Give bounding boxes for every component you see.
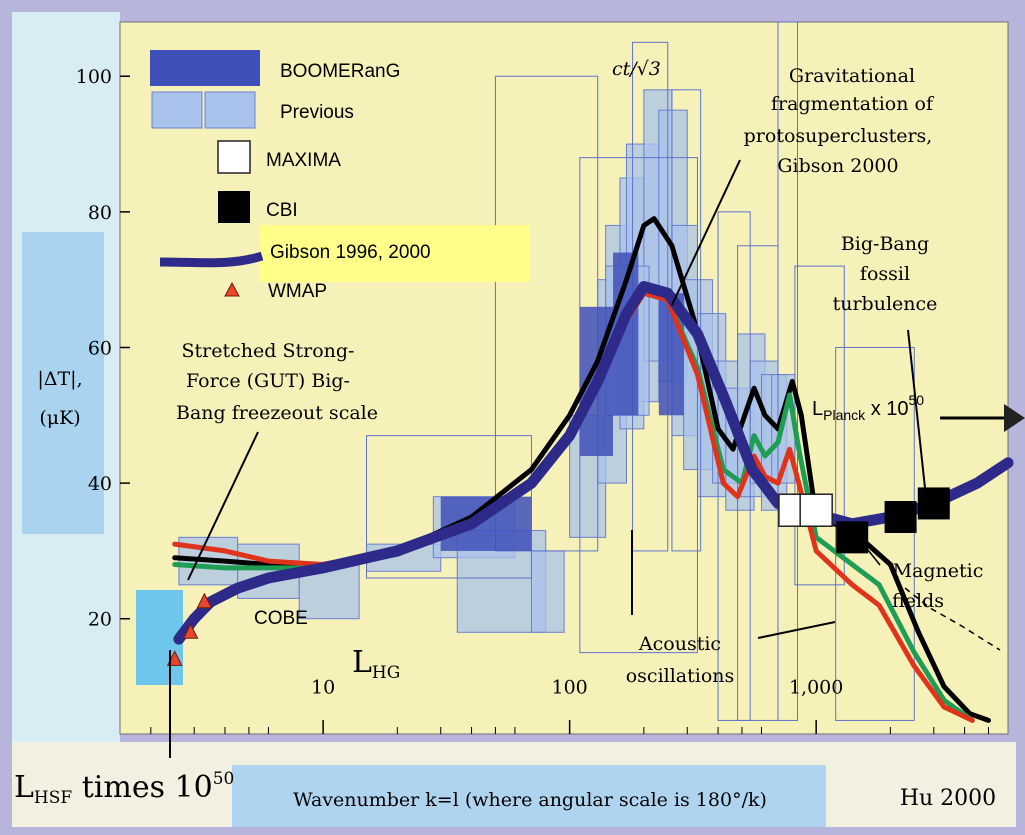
- gravitational-line3: protosuperclusters,: [744, 125, 933, 147]
- legend-cbi-swatch: [218, 191, 250, 223]
- previous-outline-box: [835, 346, 915, 721]
- x-tick-label: 1,000: [789, 676, 843, 698]
- legend-gibson-label: Gibson 1996, 2000: [270, 242, 431, 263]
- wmap-point: [182, 623, 199, 639]
- series-layer: [172, 216, 1014, 723]
- legend: BOOMERanG Previous MAXIMA CBI Gibson 199…: [150, 50, 530, 302]
- ct-label: ct/√3: [612, 58, 661, 80]
- legend-wmap-swatch: [224, 281, 240, 297]
- lplanck-label: LPlanck x 1050: [812, 392, 924, 423]
- acoustic-line1: Acoustic: [638, 633, 721, 655]
- wmap-point: [166, 650, 183, 666]
- gravitational-line1: Gravitational: [789, 65, 915, 87]
- gravitational-line4: Gibson 2000: [777, 155, 898, 177]
- ylabel-box: [22, 232, 104, 534]
- gravitational-pointer: [671, 159, 741, 306]
- cbi-point: [836, 521, 869, 554]
- markers: [166, 487, 950, 666]
- legend-previous-swatch-b: [204, 91, 256, 129]
- legend-previous-label: Previous: [280, 102, 354, 123]
- xlabel-box: [232, 765, 826, 827]
- cbi-point: [884, 501, 917, 534]
- xlabel: Wavenumber k=l (where angular scale is 1…: [293, 789, 767, 811]
- stretched-annotation: Stretched Strong- Force (GUT) Big- Bang …: [176, 340, 378, 424]
- lplanck-arrow-head: [1004, 404, 1025, 432]
- acoustic-pointer: [757, 621, 836, 639]
- bigbang-line1: Big-Bang: [841, 233, 929, 255]
- wmap-point: [196, 592, 213, 609]
- magnetic-annotation: Magnetic fields: [892, 560, 983, 612]
- magnetic-dashed-curve: [904, 587, 1001, 651]
- y-tick-label: 40: [88, 473, 112, 495]
- gravitational-line2: fragmentation of: [771, 93, 935, 115]
- magnetic-pointer: [859, 539, 881, 566]
- axis-ticks: 20 40 60 80 100 10 100 1,000: [76, 66, 989, 734]
- legend-maxima-swatch: [217, 140, 251, 174]
- y-tick-label: 80: [88, 202, 112, 224]
- maxima-point: [799, 493, 833, 527]
- y-tick-label: 20: [88, 609, 112, 631]
- magnetic-line1: Magnetic: [893, 560, 984, 582]
- stretched-pointer: [187, 431, 259, 581]
- legend-boomerang-label: BOOMERanG: [280, 61, 400, 82]
- x-tick-label: 100: [552, 676, 588, 698]
- stretched-line3: Bang freezeout scale: [176, 402, 378, 424]
- ylabel-line1: |ΔT|,: [37, 368, 82, 390]
- stretched-line1: Stretched Strong-: [182, 340, 355, 362]
- cbi-point: [917, 487, 950, 520]
- bigbang-pointer: [907, 329, 926, 489]
- legend-previous-swatch-a: [151, 91, 203, 129]
- legend-boomerang-swatch: [150, 50, 260, 86]
- acoustic-line2: oscillations: [626, 665, 735, 687]
- credit-hu: Hu 2000: [900, 786, 996, 811]
- cobe-label: COBE: [254, 608, 308, 629]
- stretched-line2: Force (GUT) Big-: [186, 370, 350, 392]
- legend-cbi-label: CBI: [266, 200, 298, 221]
- lhg-label: LHG: [352, 645, 400, 683]
- previous-outline-box: [777, 21, 798, 721]
- legend-wmap-label: WMAP: [268, 281, 327, 302]
- y-tick-label: 100: [76, 66, 112, 88]
- acoustic-annotation: Acoustic oscillations: [626, 633, 735, 687]
- bigbang-annotation: Big-Bang fossil turbulence: [833, 233, 938, 315]
- legend-maxima-label: MAXIMA: [266, 150, 341, 171]
- magnetic-line2: fields: [892, 590, 944, 612]
- legend-gibson-highlight: [260, 225, 530, 282]
- y-tick-label: 60: [88, 337, 112, 359]
- previous-box: [530, 550, 565, 633]
- x-tick-label: 10: [311, 676, 335, 698]
- gravitational-annotation: Gravitational fragmentation of protosupe…: [744, 65, 935, 177]
- lhsf-label: LHSF times 1050: [14, 769, 234, 808]
- bigbang-line3: turbulence: [833, 293, 938, 315]
- bigbang-line2: fossil: [860, 263, 910, 285]
- legend-gibson-swatch: [159, 251, 264, 268]
- ylabel-line2: (μK): [39, 407, 80, 429]
